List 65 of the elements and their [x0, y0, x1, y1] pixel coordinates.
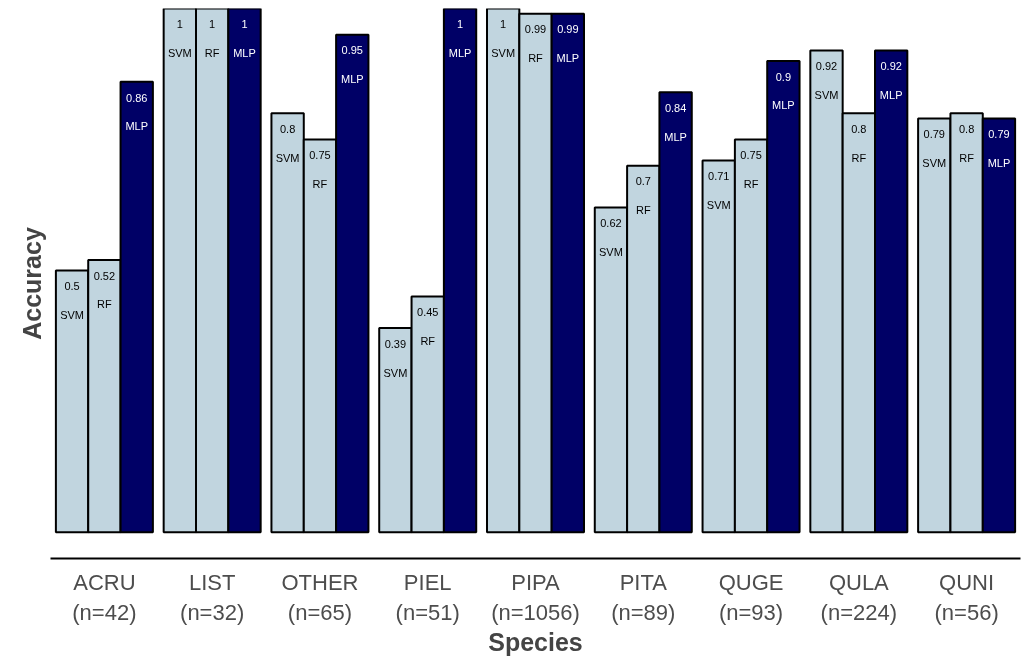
data-label: 0.52	[93, 269, 116, 282]
data-label: 0.7	[635, 175, 651, 188]
x-tick-label: QULA (n=224)	[820, 569, 898, 625]
text: SVM	[383, 366, 408, 379]
data-label: 0.45	[417, 306, 439, 319]
x-tick-label: PIPA (n=1056)	[491, 569, 580, 625]
x-tick-label: ACRU (n=42)	[72, 569, 137, 625]
text: MLP	[448, 47, 472, 60]
text: SVM	[922, 157, 947, 170]
text: SVM	[167, 47, 192, 60]
data-label: 0.71	[708, 170, 730, 183]
text: RF	[97, 298, 112, 311]
data-label: 0.5	[64, 280, 80, 293]
data-label: 1	[209, 18, 216, 31]
text: RF	[528, 52, 543, 65]
x-axis-title: Species	[488, 627, 583, 656]
data-label: 1	[500, 18, 507, 31]
data-label: 0.62	[600, 217, 622, 230]
data-label: 0.8	[279, 122, 296, 135]
series-label: SVM	[275, 151, 300, 164]
data-label: 0.39	[384, 337, 407, 350]
series-label: MLP	[772, 99, 795, 112]
text: SVM	[599, 246, 623, 259]
text: SVM	[491, 47, 516, 60]
data-label: 0.92	[815, 60, 838, 73]
data-label: 0.8	[851, 122, 867, 135]
x-tick-label: PITA (n=89)	[611, 569, 676, 625]
data-label: 0.75	[309, 149, 331, 162]
data-label: 0.84	[664, 102, 687, 115]
text: RF	[743, 177, 759, 190]
x-tick-label: PIEL (n=51)	[395, 569, 460, 625]
series-label: RF	[204, 47, 220, 60]
text: SVM	[706, 198, 731, 211]
text: MLP	[125, 120, 149, 133]
data-label: 0.99	[557, 23, 579, 36]
text: RF	[312, 177, 328, 190]
text: MLP	[879, 88, 903, 101]
data-label: 0.79	[923, 128, 945, 141]
data-label: 1	[241, 18, 248, 31]
text: MLP	[987, 157, 1011, 170]
x-tick-label: OTHER (n=65)	[281, 569, 359, 625]
data-label: 0.95	[341, 44, 363, 57]
data-label: 0.99	[524, 23, 547, 36]
text: RF	[959, 151, 974, 164]
data-label: 1	[457, 18, 464, 31]
text: MLP	[556, 52, 580, 65]
data-label: 0.75	[740, 149, 762, 162]
data-label: 0.86	[126, 91, 148, 104]
text: MLP	[233, 47, 256, 60]
data-label: 0.79	[988, 128, 1010, 141]
text: RF	[420, 335, 436, 348]
data-label: 0.8	[958, 122, 975, 135]
x-tick-label: QUNI (n=56)	[934, 569, 999, 625]
data-label: 0.9	[775, 70, 792, 83]
data-label: 1	[176, 18, 183, 31]
y-axis-title: Accuracy	[17, 227, 46, 340]
data-label: 0.92	[880, 60, 902, 73]
text: MLP	[340, 73, 364, 86]
text: RF	[635, 204, 651, 217]
x-tick-label: QUGE (n=93)	[718, 569, 784, 625]
text: RF	[851, 151, 867, 164]
text: SVM	[814, 88, 839, 101]
text: MLP	[664, 130, 687, 143]
text: SVM	[60, 308, 84, 321]
x-tick-label: LIST (n=32)	[180, 569, 245, 625]
